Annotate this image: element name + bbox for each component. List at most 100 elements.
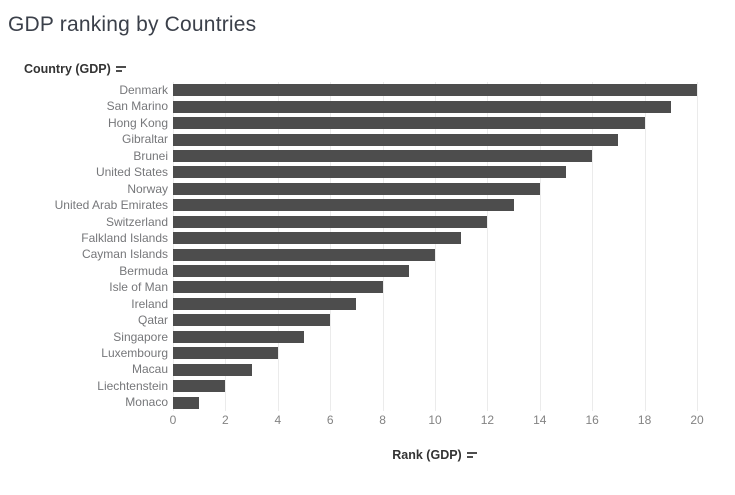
bar-track (173, 279, 697, 295)
x-tick-label: 14 (533, 413, 547, 427)
x-tick-label: 8 (379, 413, 386, 427)
bar[interactable] (173, 100, 671, 113)
chart-row: Bermuda (0, 263, 700, 279)
chart-row: Brunei (0, 148, 700, 164)
bar-track (173, 181, 697, 197)
country-label[interactable]: Macau (131, 362, 168, 377)
country-label[interactable]: Liechtenstein (97, 378, 168, 393)
sort-descending-icon[interactable] (115, 65, 127, 74)
x-tick-label: 20 (690, 413, 704, 427)
chart-row: Norway (0, 181, 700, 197)
chart-row: United Arab Emirates (0, 197, 700, 213)
country-label[interactable]: Switzerland (105, 214, 168, 229)
bar-track (173, 312, 697, 328)
x-axis-label: Rank (GDP) (392, 448, 462, 462)
country-label[interactable]: San Marino (106, 99, 168, 114)
country-label[interactable]: Ireland (131, 296, 168, 311)
country-label[interactable]: Hong Kong (107, 115, 168, 130)
bar[interactable] (173, 199, 514, 212)
bar[interactable] (173, 248, 435, 261)
chart-row: Denmark (0, 82, 700, 98)
bar-track (173, 148, 697, 164)
chart-row: Monaco (0, 394, 700, 410)
x-tick-label: 16 (585, 413, 599, 427)
chart-row: Isle of Man (0, 279, 700, 295)
bar[interactable] (173, 182, 540, 195)
bar[interactable] (173, 297, 357, 310)
country-label[interactable]: Falkland Islands (81, 230, 168, 245)
bar[interactable] (173, 149, 593, 162)
bar[interactable] (173, 314, 331, 327)
chart-row: Switzerland (0, 214, 700, 230)
country-label[interactable]: Denmark (119, 83, 168, 97)
x-tick-label: 10 (428, 413, 442, 427)
x-tick-label: 18 (637, 413, 652, 427)
bar-track (173, 246, 697, 262)
bar-track (173, 263, 697, 279)
chart-rows: Denmark San Marino Hong Kong Gibraltar Brune… (0, 82, 700, 411)
bar[interactable] (173, 396, 200, 409)
country-label[interactable]: Isle of Man (109, 280, 168, 295)
bar[interactable] (173, 281, 383, 294)
bar-track (173, 82, 697, 98)
x-tick-label: 2 (222, 413, 229, 427)
country-label[interactable]: United States (95, 165, 168, 180)
country-label[interactable]: Monaco (125, 395, 168, 410)
bar[interactable] (173, 265, 409, 277)
country-label[interactable]: Bermuda (119, 263, 168, 278)
bar-track (173, 378, 697, 394)
bar-track (173, 197, 697, 213)
country-label[interactable]: Norway (127, 181, 168, 196)
bar[interactable] (173, 166, 566, 179)
country-label[interactable]: Luxembourg (101, 346, 168, 360)
bar-track (173, 361, 697, 377)
bar-track (173, 329, 697, 345)
chart-row: Falkland Islands (0, 230, 700, 246)
bar[interactable] (173, 84, 697, 97)
chart-row: Hong Kong (0, 115, 700, 131)
country-label[interactable]: United Arab Emirates (54, 198, 168, 213)
x-tick-label: 12 (480, 413, 495, 427)
chart-row: Luxembourg (0, 345, 700, 361)
chart-row: Macau (0, 361, 700, 377)
bar[interactable] (173, 380, 226, 393)
country-label[interactable]: Singapore (113, 329, 168, 344)
row-field-header: Country (GDP) (24, 62, 127, 76)
country-label[interactable]: Gibraltar (121, 132, 168, 147)
bar-track (173, 98, 697, 114)
chart-row: San Marino (0, 98, 700, 114)
bar-track (173, 394, 697, 410)
bar-track (173, 296, 697, 312)
chart-row: Gibraltar (0, 131, 700, 147)
bar[interactable] (173, 363, 252, 376)
country-label[interactable]: Qatar (137, 313, 168, 328)
chart-row: Liechtenstein (0, 378, 700, 394)
x-axis-title: Rank (GDP) (173, 448, 697, 462)
bar[interactable] (173, 347, 278, 360)
chart-title: GDP ranking by Countries (8, 13, 257, 36)
country-label[interactable]: Brunei (133, 148, 168, 163)
bar[interactable] (173, 133, 619, 146)
bar[interactable] (173, 232, 462, 245)
bar-track (173, 214, 697, 230)
bar[interactable] (173, 117, 645, 130)
x-tick-label: 6 (326, 413, 334, 427)
chart-row: Qatar (0, 312, 700, 328)
bar-track (173, 115, 697, 131)
sort-descending-icon[interactable] (466, 451, 478, 460)
bar[interactable] (173, 330, 304, 343)
x-tick-label: 4 (274, 413, 282, 427)
chart-row: United States (0, 164, 700, 180)
row-field-label: Country (GDP) (24, 62, 111, 76)
x-axis: 0 2 4 6 8 10 12 14 16 18 20 (169, 413, 704, 429)
x-tick-label: 0 (169, 413, 177, 427)
chart-row: Singapore (0, 329, 700, 345)
bar-track (173, 230, 697, 246)
country-label[interactable]: Cayman Islands (81, 247, 168, 262)
bar-track (173, 164, 697, 180)
chart-row: Ireland (0, 296, 700, 312)
chart-row: Cayman Islands (0, 246, 700, 262)
bar[interactable] (173, 215, 488, 228)
bar-track (173, 345, 697, 361)
